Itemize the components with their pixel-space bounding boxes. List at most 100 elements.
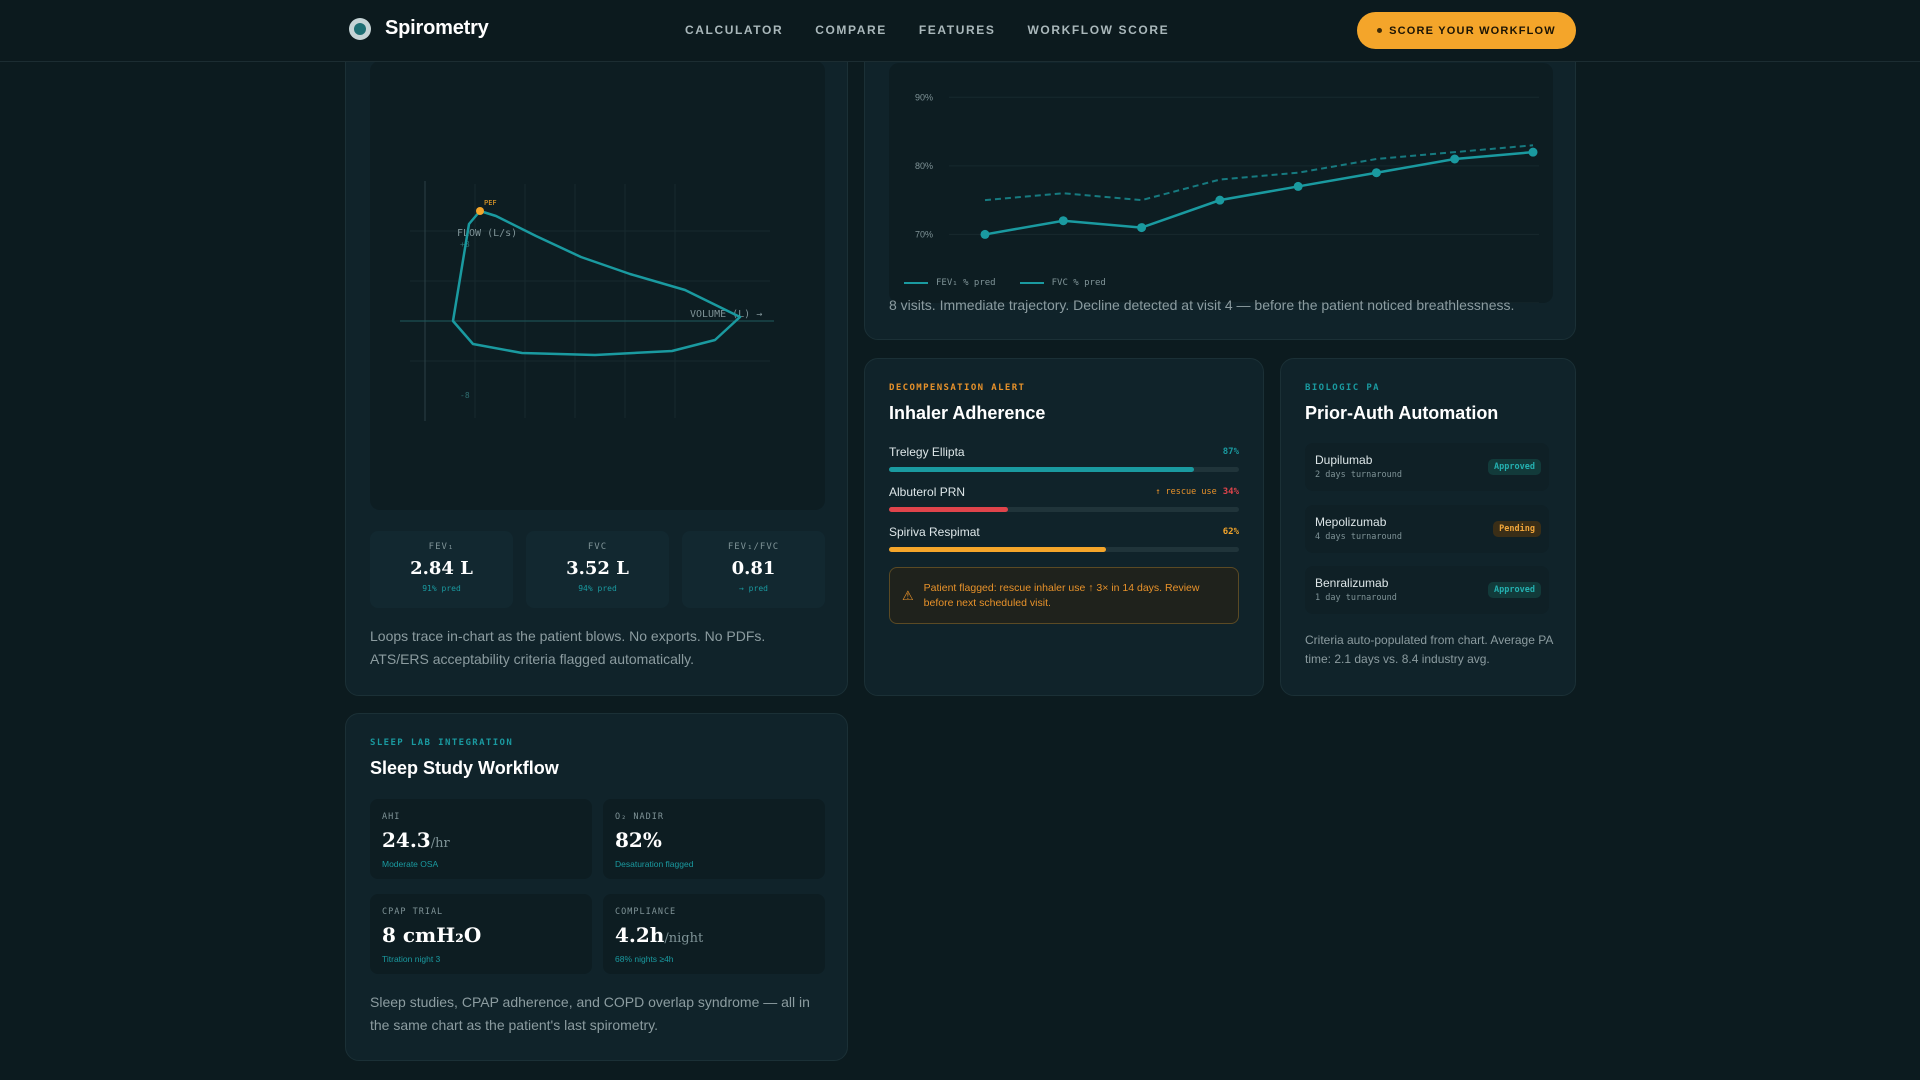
adherence-track (889, 507, 1239, 512)
ahi-value: 24.3 (382, 828, 431, 852)
adherence-item-name: Spiriva Respimat (889, 525, 980, 539)
fvc-sub: 94% pred (578, 584, 617, 593)
prior-auth-eyebrow: BIOLOGIC PA (1305, 383, 1381, 393)
fvc-label: FVC (587, 542, 608, 552)
volume-axis-label: VOLUME (L) → (690, 309, 762, 320)
pa-item-name: Mepolizumab (1315, 515, 1387, 529)
ratio-value: 0.81 (731, 558, 776, 579)
o2-nadir-sub: Desaturation flagged (615, 859, 694, 869)
adherence-fill (889, 547, 1106, 552)
adherence-item-name: Trelegy Ellipta (889, 445, 965, 459)
adherence-card: DECOMPENSATION ALERT Inhaler Adherence T… (864, 358, 1264, 696)
trend-description: 8 visits. Immediate trajectory. Decline … (889, 297, 1515, 313)
compliance-label: COMPLIANCE (615, 907, 677, 917)
status-badge: Pending (1493, 521, 1541, 537)
fev1-point (1137, 223, 1147, 233)
cpap-trial-box: CPAP TRIAL 8 cmH₂O Titration night 3 (370, 894, 592, 974)
compliance-sub: 68% nights ≥4h (615, 954, 674, 964)
adherence-track (889, 467, 1239, 472)
adherence-item-pct: 62% (1222, 527, 1239, 537)
lungs-logo-icon (349, 17, 371, 40)
pa-item-dupilumab[interactable]: Dupilumab 2 days turnaround Approved (1305, 443, 1549, 491)
adherence-item-pct: 34% (1222, 487, 1239, 497)
trend-legend: FEV₁ % pred FVC % pred (904, 278, 1106, 288)
y-tick-label: 90% (915, 92, 933, 102)
y-tick-label: 80% (915, 161, 933, 171)
adherence-item: Spiriva Respimat 62% (889, 524, 1239, 552)
score-workflow-button[interactable]: SCORE YOUR WORKFLOW (1357, 12, 1576, 49)
legend-fev1-label: FEV₁ % pred (936, 278, 996, 288)
trend-card: 90% 80% 70% FEV₁ % pred FVC % pred 8 visit… (864, 30, 1576, 340)
flow-axis-label: FLOW (L/s) (457, 228, 517, 239)
adherence-item-head: Spiriva Respimat 62% (889, 524, 1239, 540)
o2-nadir-value: 82% (615, 828, 662, 852)
ratio-sub: → pred (739, 584, 768, 593)
legend-fvc-line (1019, 282, 1044, 284)
ahi-label: AHI (382, 812, 401, 822)
ahi-sub: Moderate OSA (382, 859, 439, 869)
pa-item-mepolizumab[interactable]: Mepolizumab 4 days turnaround Pending (1305, 505, 1549, 553)
trend-svg: 90% 80% 70% (915, 92, 1539, 304)
y-tick-label: 70% (915, 229, 933, 239)
fev1-sub: 91% pred (422, 584, 461, 593)
ratio-stat: FEV₁/FVC 0.81 → pred (682, 531, 825, 608)
sleep-card: SLEEP LAB INTEGRATION Sleep Study Workfl… (345, 713, 848, 1061)
pef-marker (476, 207, 484, 215)
adherence-fill (889, 467, 1194, 472)
adherence-item: Albuterol PRN ↑ rescue use 34% (889, 484, 1239, 512)
nav-link-workflow-score[interactable]: WORKFLOW SCORE (1027, 23, 1170, 37)
flow-volume-svg: FLOW (L/s) +8 -8 VOLUME (L) → PEF (400, 181, 774, 421)
fvc-stat: FVC 3.52 L 94% pred (526, 531, 669, 608)
ahi-box: AHI 24.3/hr Moderate OSA (370, 799, 592, 879)
chart-grid (410, 184, 770, 418)
adherence-title: Inhaler Adherence (889, 403, 1046, 423)
adherence-item-meta: ↑ rescue use 34% (1155, 487, 1239, 497)
adherence-item-head: Trelegy Ellipta 87% (889, 444, 1239, 460)
pa-item-name: Dupilumab (1315, 453, 1373, 467)
prior-auth-card: BIOLOGIC PA Prior-Auth Automation Dupilu… (1280, 358, 1576, 696)
ratio-label: FEV₁/FVC (727, 542, 780, 552)
nav-link-calculator[interactable]: CALCULATOR (685, 23, 784, 37)
fev1-point (1058, 216, 1068, 226)
adherence-fill (889, 507, 1008, 512)
legend-fev1-line (904, 282, 928, 284)
adherence-item-pct: 87% (1222, 447, 1239, 457)
dot-icon (1377, 28, 1383, 33)
pa-item-benralizumab[interactable]: Benralizumab 1 day turnaround Approved (1305, 566, 1549, 614)
fev1-label: FEV₁ (428, 542, 455, 552)
nav-link-features[interactable]: FEATURES (918, 23, 996, 37)
nav-link-compare[interactable]: COMPARE (815, 23, 887, 37)
fvc-value: 3.52 L (566, 558, 629, 579)
o2-nadir-label: O₂ NADIR (615, 812, 664, 822)
rescue-use-note: ↑ rescue use (1155, 487, 1217, 497)
fev1-point (1371, 168, 1381, 178)
legend-fvc-label: FVC % pred (1051, 278, 1106, 288)
flow-volume-loop (451, 209, 742, 357)
fev1-point (1528, 147, 1538, 157)
rescue-alert: ⚠ Patient flagged: rescue inhaler use ↑ … (889, 567, 1239, 624)
status-badge: Approved (1488, 459, 1541, 475)
top-nav: Spirometry CALCULATOR COMPARE FEATURES W… (0, 0, 1920, 62)
pa-item-name: Benralizumab (1315, 576, 1389, 590)
ahi-value-row: 24.3/hr (382, 828, 450, 852)
fev1-series-line (984, 150, 1534, 236)
fev1-point (1450, 154, 1460, 164)
o2-nadir-box: O₂ NADIR 82% Desaturation flagged (603, 799, 825, 879)
compliance-value-row: 4.2h/night (615, 923, 703, 947)
fev1-point (1293, 181, 1303, 191)
pa-item-sub: 4 days turnaround (1315, 532, 1402, 542)
y-bottom-tick: -8 (460, 391, 470, 400)
legend-fev1: FEV₁ % pred (904, 278, 996, 288)
fev1-point (1215, 195, 1225, 205)
compliance-unit: /night (664, 931, 704, 946)
brand[interactable]: Spirometry (349, 17, 489, 40)
ahi-unit: /hr (430, 836, 450, 851)
sleep-description: Sleep studies, CPAP adherence, and COPD … (370, 994, 810, 1033)
pef-label: PEF (484, 199, 497, 207)
brand-name: Spirometry (385, 17, 489, 39)
compliance-value: 4.2h (615, 923, 665, 947)
fev1-stat: FEV₁ 2.84 L 91% pred (370, 531, 513, 608)
status-badge: Approved (1488, 582, 1541, 598)
warning-icon: ⚠ (902, 587, 914, 603)
pa-item-sub: 1 day turnaround (1315, 593, 1397, 603)
